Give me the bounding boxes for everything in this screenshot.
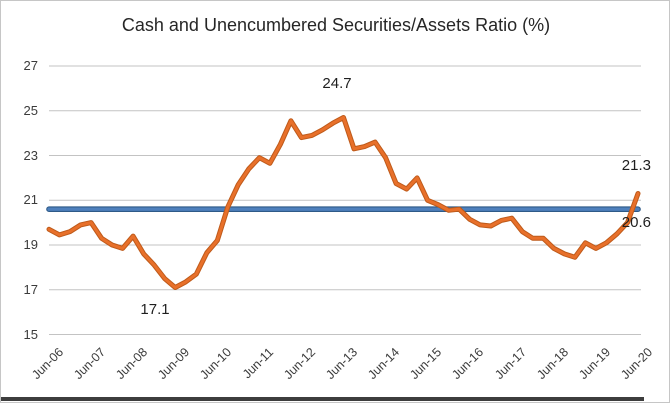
y-axis-tick-label: 17 xyxy=(23,281,38,297)
y-axis-tick-label: 21 xyxy=(23,192,38,208)
data-label: 21.3 xyxy=(621,157,651,174)
y-axis-tick-label: 25 xyxy=(23,102,38,118)
y-axis-tick-label: 15 xyxy=(23,326,38,342)
chart-title: Cash and Unencumbered Securities/Assets … xyxy=(121,15,551,35)
data-label: 24.7 xyxy=(322,75,352,92)
y-axis-tick-label: 27 xyxy=(23,58,38,73)
y-axis-tick-label: 19 xyxy=(23,237,38,252)
ratio-line-edge xyxy=(46,115,641,290)
ratio-line xyxy=(47,116,640,289)
bottom-edge-divider xyxy=(1,397,644,401)
y-axis-tick-label: 23 xyxy=(23,147,38,163)
data-label: 17.1 xyxy=(140,301,170,318)
data-label: 20.6 xyxy=(621,214,651,231)
